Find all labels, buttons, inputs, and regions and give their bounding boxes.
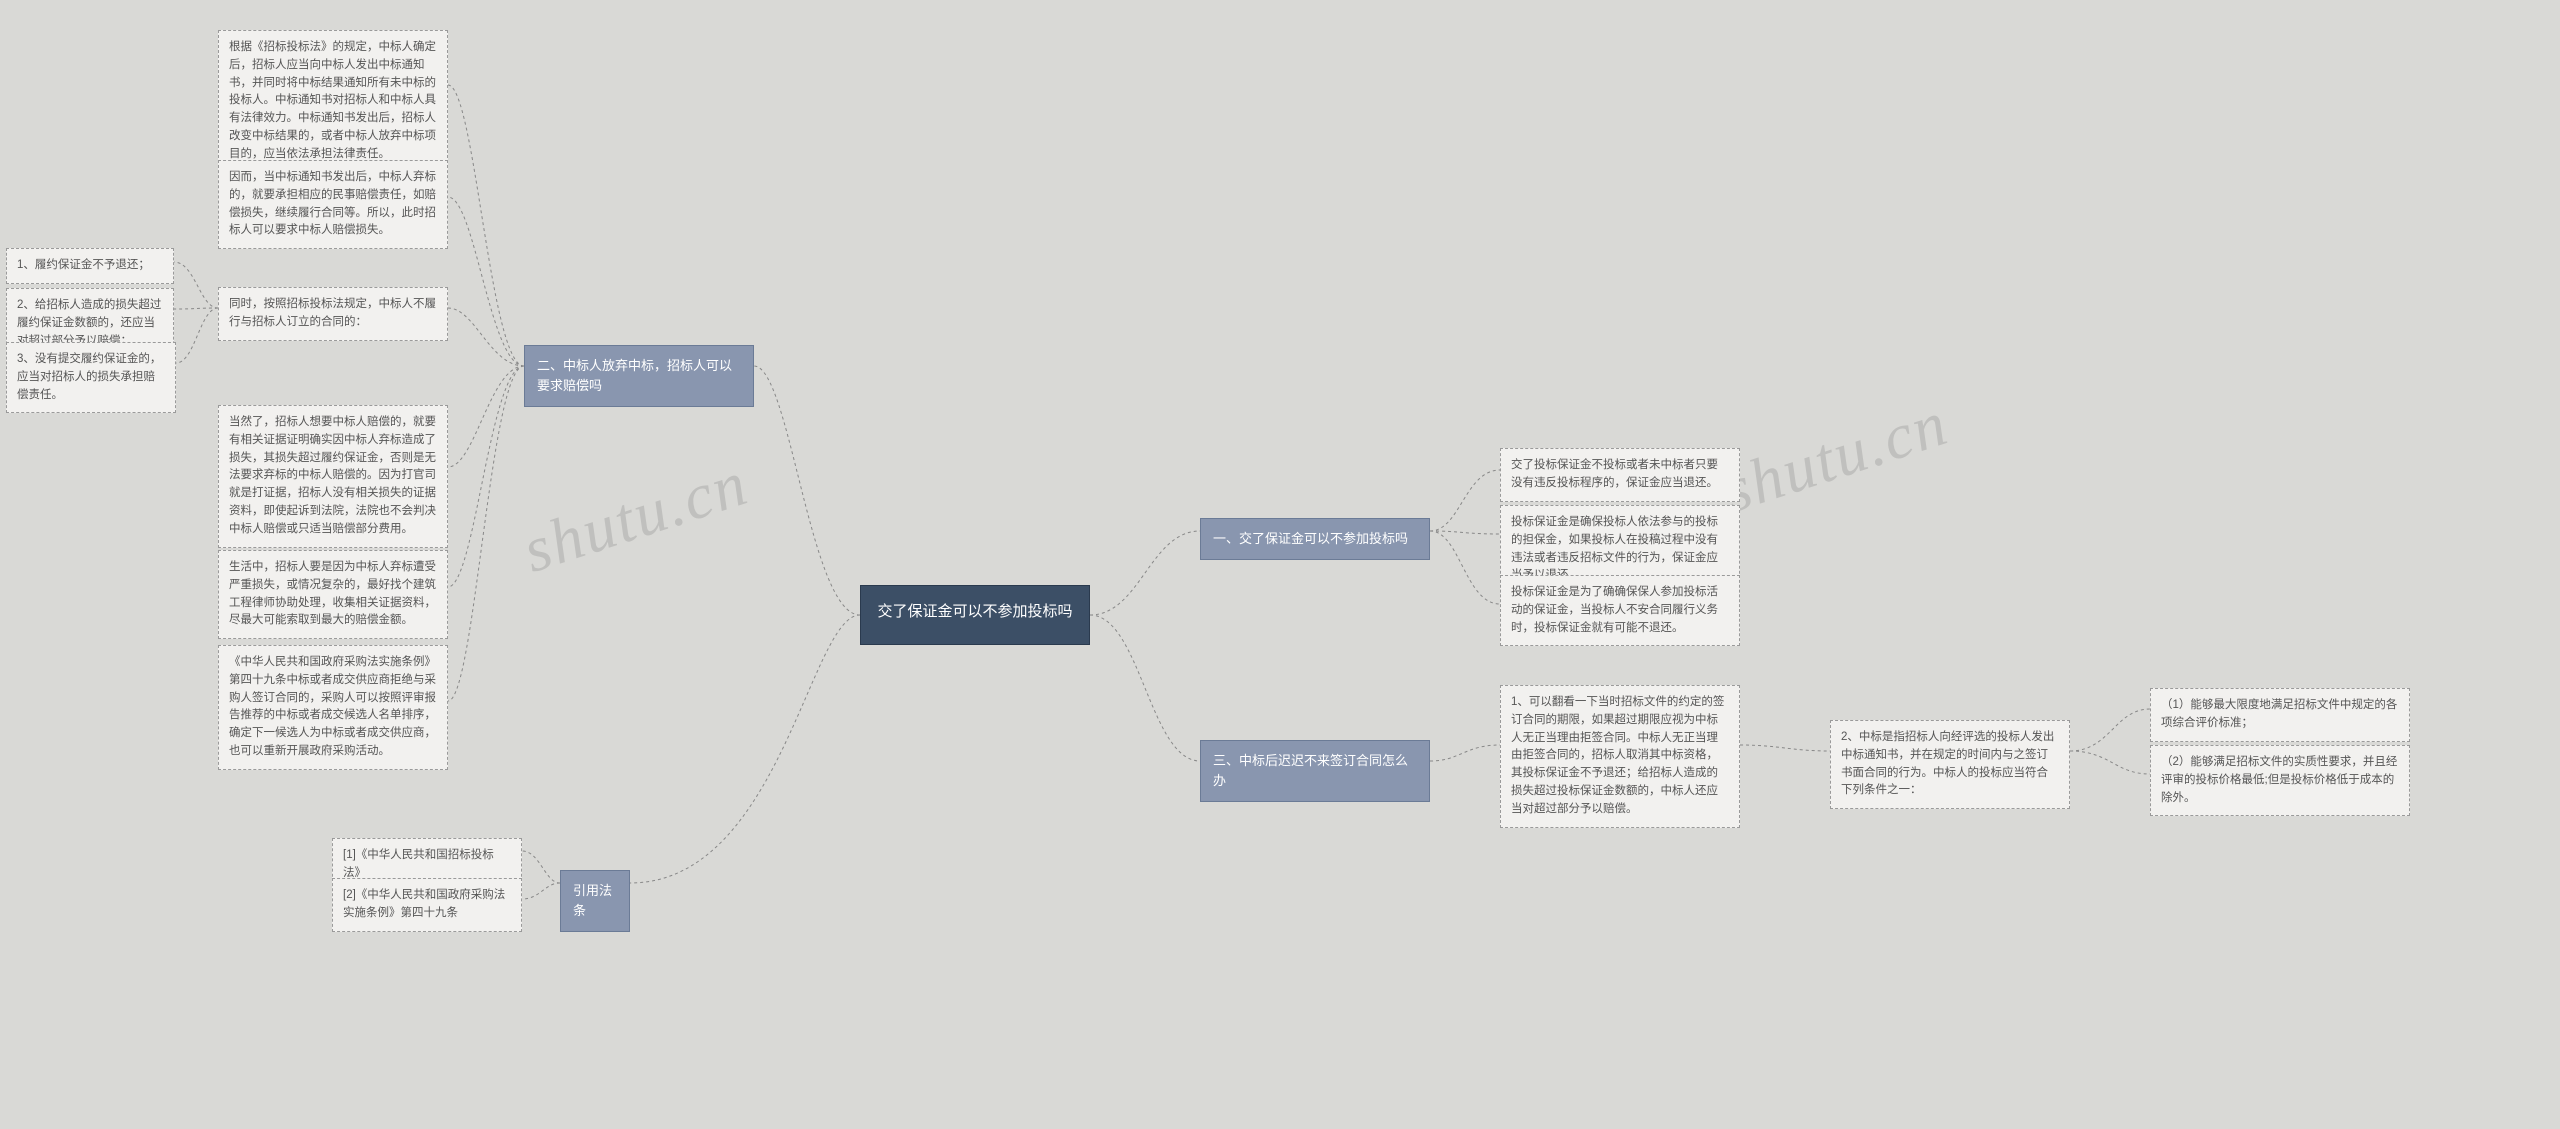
leaf-b3-1-text: 1、可以翻看一下当时招标文件的约定的签订合同的期限，如果超过期限应视为中标人无正… (1511, 696, 1724, 815)
leaf-b2-6[interactable]: 《中华人民共和国政府采购法实施条例》第四十九条中标或者成交供应商拒绝与采购人签订… (218, 645, 448, 770)
leaf-b2-5[interactable]: 生活中，招标人要是因为中标人弃标遭受严重损失，或情况复杂的，最好找个建筑工程律师… (218, 550, 448, 639)
leaf-b2-6-text: 《中华人民共和国政府采购法实施条例》第四十九条中标或者成交供应商拒绝与采购人签订… (229, 656, 436, 757)
leaf-b2-5-text: 生活中，招标人要是因为中标人弃标遭受严重损失，或情况复杂的，最好找个建筑工程律师… (229, 561, 436, 626)
leaf-b1-3[interactable]: 投标保证金是为了确确保保人参加投标活动的保证金，当投标人不安合同履行义务时，投标… (1500, 575, 1740, 646)
leaf-ref-2[interactable]: [2]《中华人民共和国政府采购法实施条例》第四十九条 (332, 878, 522, 932)
branch-references[interactable]: 引用法条 (560, 870, 630, 932)
leaf-b2-1-text: 根据《招标投标法》的规定，中标人确定后，招标人应当向中标人发出中标通知书，并同时… (229, 41, 436, 160)
branch-4-label: 引用法条 (573, 883, 612, 918)
branch-3-label: 三、中标后迟迟不来签订合同怎么办 (1213, 753, 1408, 788)
leaf-b1-3-text: 投标保证金是为了确确保保人参加投标活动的保证金，当投标人不安合同履行义务时，投标… (1511, 586, 1718, 634)
leaf-b2-2-text: 因而，当中标通知书发出后，中标人弃标的，就要承担相应的民事赔偿责任，如赔偿损失，… (229, 171, 436, 236)
branch-section-3[interactable]: 三、中标后迟迟不来签订合同怎么办 (1200, 740, 1430, 802)
leaf-ref-1-text: [1]《中华人民共和国招标投标法》 (343, 849, 494, 879)
leaf-b1-1-text: 交了投标保证金不投标或者未中标者只要没有违反投标程序的，保证金应当退还。 (1511, 459, 1718, 489)
leaf-ref-2-text: [2]《中华人民共和国政府采购法实施条例》第四十九条 (343, 889, 505, 919)
branch-2-label: 二、中标人放弃中标，招标人可以要求赔偿吗 (537, 358, 732, 393)
leaf-b2-1[interactable]: 根据《招标投标法》的规定，中标人确定后，招标人应当向中标人发出中标通知书，并同时… (218, 30, 448, 173)
leaf-b2-3-text: 同时，按照招标投标法规定，中标人不履行与招标人订立的合同的： (229, 298, 436, 328)
leaf-b2-2[interactable]: 因而，当中标通知书发出后，中标人弃标的，就要承担相应的民事赔偿责任，如赔偿损失，… (218, 160, 448, 249)
leaf-b3-2-1[interactable]: （1）能够最大限度地满足招标文件中规定的各项综合评价标准； (2150, 688, 2410, 742)
branch-1-label: 一、交了保证金可以不参加投标吗 (1213, 531, 1408, 546)
branch-section-1[interactable]: 一、交了保证金可以不参加投标吗 (1200, 518, 1430, 560)
leaf-b2-3-2-text: 2、给招标人造成的损失超过履约保证金数额的，还应当对超过部分予以赔偿； (17, 299, 161, 347)
leaf-b2-3-3[interactable]: 3、没有提交履约保证金的，应当对招标人的损失承担赔偿责任。 (6, 342, 176, 413)
leaf-b2-4[interactable]: 当然了，招标人想要中标人赔偿的，就要有相关证据证明确实因中标人弃标造成了损失，其… (218, 405, 448, 548)
root-title: 交了保证金可以不参加投标吗 (877, 603, 1072, 620)
leaf-b3-2-1-text: （1）能够最大限度地满足招标文件中规定的各项综合评价标准； (2161, 699, 2397, 729)
leaf-b3-2[interactable]: 2、中标是指招标人向经评选的投标人发出中标通知书，并在规定的时间内与之签订书面合… (1830, 720, 2070, 809)
watermark-2: shutu.cn (1714, 386, 1957, 528)
leaf-b2-3[interactable]: 同时，按照招标投标法规定，中标人不履行与招标人订立的合同的： (218, 287, 448, 341)
leaf-b2-4-text: 当然了，招标人想要中标人赔偿的，就要有相关证据证明确实因中标人弃标造成了损失，其… (229, 416, 436, 535)
leaf-b3-2-2-text: （2）能够满足招标文件的实质性要求，并且经评审的投标价格最低;但是投标价格低于成… (2161, 756, 2397, 804)
root-node[interactable]: 交了保证金可以不参加投标吗 (860, 585, 1090, 645)
leaf-b1-2-text: 投标保证金是确保投标人依法参与的投标的担保金，如果投标人在投稿过程中没有违法或者… (1511, 516, 1718, 581)
watermark-1: shutu.cn (514, 446, 757, 588)
branch-section-2[interactable]: 二、中标人放弃中标，招标人可以要求赔偿吗 (524, 345, 754, 407)
leaf-b2-3-1[interactable]: 1、履约保证金不予退还； (6, 248, 174, 284)
leaf-b2-3-3-text: 3、没有提交履约保证金的，应当对招标人的损失承担赔偿责任。 (17, 353, 161, 401)
leaf-b3-2-2[interactable]: （2）能够满足招标文件的实质性要求，并且经评审的投标价格最低;但是投标价格低于成… (2150, 745, 2410, 816)
leaf-b1-1[interactable]: 交了投标保证金不投标或者未中标者只要没有违反投标程序的，保证金应当退还。 (1500, 448, 1740, 502)
leaf-b3-2-text: 2、中标是指招标人向经评选的投标人发出中标通知书，并在规定的时间内与之签订书面合… (1841, 731, 2054, 796)
leaf-b2-3-1-text: 1、履约保证金不予退还； (17, 259, 150, 271)
leaf-b3-1[interactable]: 1、可以翻看一下当时招标文件的约定的签订合同的期限，如果超过期限应视为中标人无正… (1500, 685, 1740, 828)
